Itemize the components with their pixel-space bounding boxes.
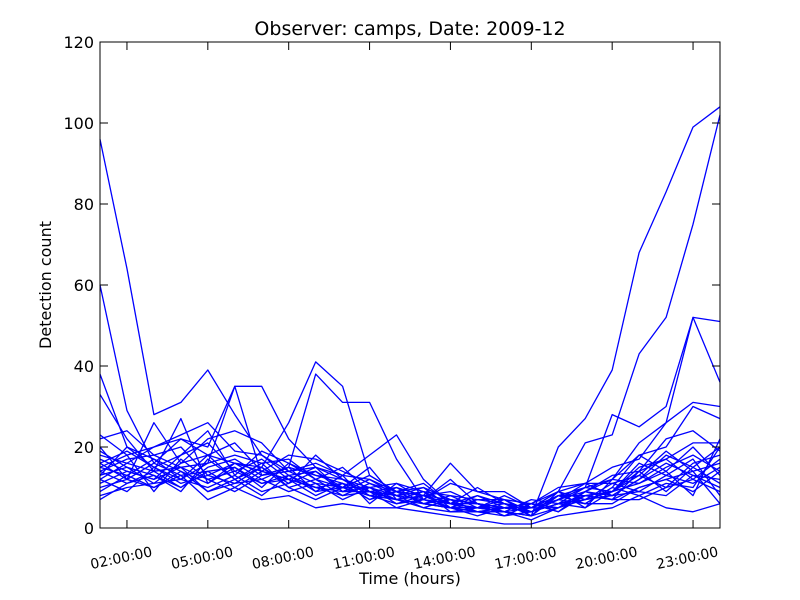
y-tick-label: 0 xyxy=(84,519,94,538)
series-line-24 xyxy=(99,446,721,505)
chart-title: Observer: camps, Date: 2009-12 xyxy=(254,18,565,40)
y-axis-label: Detection count xyxy=(36,221,55,349)
y-tick-label: 80 xyxy=(74,195,94,214)
series-line-16 xyxy=(99,462,721,517)
series-line-23 xyxy=(99,450,721,509)
series-line-19 xyxy=(99,470,721,517)
series-line-25 xyxy=(99,462,721,525)
y-tick-label: 100 xyxy=(63,114,94,133)
y-tick-label: 40 xyxy=(74,357,94,376)
y-tick-label: 120 xyxy=(63,33,94,52)
y-tick-label: 60 xyxy=(74,276,94,295)
x-axis-label: Time (hours) xyxy=(358,569,461,588)
series-line-21 xyxy=(99,438,721,517)
series-line-17 xyxy=(99,446,721,517)
series-layer xyxy=(99,106,721,525)
y-tick-label: 20 xyxy=(74,438,94,457)
